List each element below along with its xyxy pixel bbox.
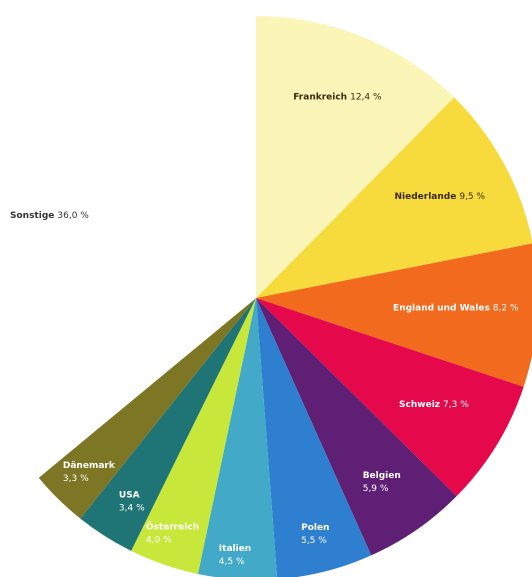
slice-name-niederlande: Niederlande xyxy=(395,192,457,202)
pie-slice-belgien xyxy=(256,298,457,556)
slice-name-oesterreich: Österreich xyxy=(146,522,199,533)
slice-label-schweiz: Schweiz 7,3 % xyxy=(399,400,469,410)
slice-label-usa: USA 3,4 % xyxy=(119,490,145,513)
slice-name-usa: USA xyxy=(119,490,140,500)
slice-value-belgien: 5,9 % xyxy=(363,484,389,494)
slice-name-sonstige: Sonstige xyxy=(10,211,54,221)
slice-value-italien: 4,5 % xyxy=(219,557,245,567)
slice-value-frankreich: 12,4 % xyxy=(350,93,382,103)
pie-slice-frankreich xyxy=(256,16,455,298)
slice-label-frankreich: Frankreich 12,4 % xyxy=(293,93,382,103)
slice-name-belgien: Belgien xyxy=(363,471,401,481)
slice-label-polen: Polen 5,5 % xyxy=(301,523,329,546)
pie-slice-italien xyxy=(197,298,278,577)
pie-slice-usa xyxy=(80,298,257,551)
slice-label-sonstige: Sonstige 36,0 % xyxy=(10,211,89,221)
pie-slice-niederlande xyxy=(256,97,532,298)
pie-slice-england-und-wales xyxy=(256,243,532,387)
slice-value-polen: 5,5 % xyxy=(301,536,327,546)
slice-name-england-und-wales: England und Wales xyxy=(393,304,490,314)
slice-value-oesterreich: 4,0 % xyxy=(146,536,172,546)
slice-label-italien: Italien 4,5 % xyxy=(219,544,251,567)
slice-value-england-und-wales: 8,2 % xyxy=(493,304,519,314)
slice-name-daenemark: Dänemark xyxy=(63,461,116,471)
pie-slices xyxy=(0,16,532,577)
slice-label-oesterreich: Österreich 4,0 % xyxy=(146,522,199,546)
pie-slice-oesterreich xyxy=(131,298,256,574)
pie-slice-sonstige xyxy=(0,16,256,478)
slice-label-england-und-wales: England und Wales 8,2 % xyxy=(393,304,519,314)
slice-name-polen: Polen xyxy=(301,523,329,533)
pie-labels: Frankreich 12,4 % Niederlande 9,5 % England … xyxy=(10,93,519,567)
slice-label-niederlande: Niederlande 9,5 % xyxy=(395,192,486,202)
pie-slice-schweiz xyxy=(256,298,524,497)
slice-name-schweiz: Schweiz xyxy=(399,400,440,410)
slice-name-italien: Italien xyxy=(219,544,251,554)
slice-label-daenemark: Dänemark 3,3 % xyxy=(63,461,116,484)
slice-value-niederlande: 9,5 % xyxy=(459,192,485,202)
slice-value-sonstige: 36,0 % xyxy=(57,211,89,221)
slice-name-frankreich: Frankreich xyxy=(293,93,347,103)
slice-value-daenemark: 3,3 % xyxy=(63,474,89,484)
slice-value-usa: 3,4 % xyxy=(119,503,145,513)
slice-label-belgien: Belgien 5,9 % xyxy=(363,471,401,494)
pie-slice-polen xyxy=(256,298,372,577)
pie-slice-daenemark xyxy=(38,298,256,519)
slice-value-schweiz: 7,3 % xyxy=(443,400,469,410)
